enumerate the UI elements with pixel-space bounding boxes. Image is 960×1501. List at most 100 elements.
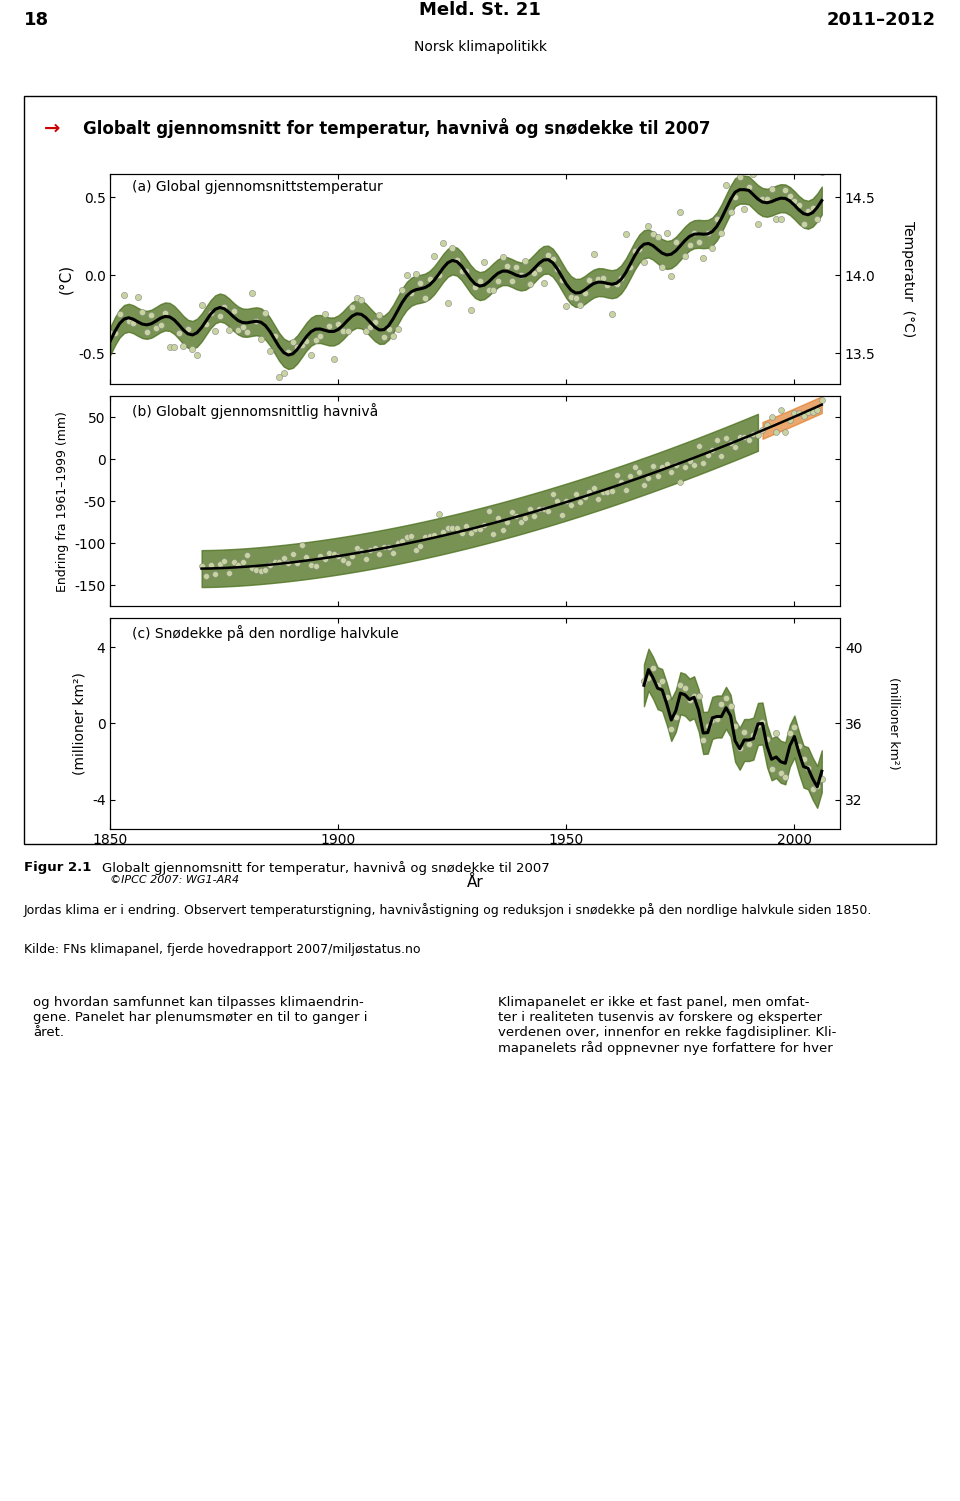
Point <box>272 551 287 575</box>
Point <box>618 479 634 503</box>
Point <box>395 530 410 554</box>
Point <box>353 539 369 563</box>
Point <box>590 486 606 510</box>
Point <box>686 453 702 477</box>
Text: Kilde: FNs klimapanel, fjerde hovedrapport 2007/miljøstatus.no: Kilde: FNs klimapanel, fjerde hovedrappo… <box>24 944 420 956</box>
Point <box>253 558 269 582</box>
Point <box>632 459 647 483</box>
Point <box>207 320 223 344</box>
Text: Globalt gjennomsnitt for temperatur, havnivå og snødekke til 2007: Globalt gjennomsnitt for temperatur, hav… <box>84 119 710 138</box>
Point <box>212 551 228 575</box>
Text: (a) Global gjennomsnittstemperatur: (a) Global gjennomsnittstemperatur <box>132 180 383 195</box>
Point <box>235 315 251 339</box>
Point <box>714 692 730 716</box>
Point <box>204 302 219 326</box>
Point <box>441 291 456 315</box>
Text: Klimapanelet er ikke et fast panel, men omfat-
ter i realiteten tusenvis av fors: Klimapanelet er ikke et fast panel, men … <box>498 997 836 1055</box>
Point <box>723 695 738 719</box>
Point <box>431 501 446 525</box>
Point <box>422 267 438 291</box>
Point <box>504 500 519 524</box>
Point <box>791 734 806 758</box>
Point <box>613 470 629 494</box>
Point <box>444 236 460 260</box>
Point <box>317 548 332 572</box>
Point <box>587 476 602 500</box>
Point <box>258 558 274 582</box>
Point <box>390 531 405 555</box>
Point <box>755 710 770 734</box>
Point <box>486 522 501 546</box>
Point <box>299 545 314 569</box>
Point <box>495 245 511 269</box>
Point <box>627 455 642 479</box>
Point <box>326 542 342 566</box>
Point <box>353 288 369 312</box>
Point <box>682 687 697 711</box>
Point <box>545 246 561 270</box>
Point <box>340 320 355 344</box>
Point <box>522 272 538 296</box>
Point <box>222 318 237 342</box>
Point <box>436 521 451 545</box>
Point <box>444 516 460 540</box>
Point <box>650 672 665 696</box>
Point <box>504 269 519 293</box>
Point <box>476 513 492 537</box>
Point <box>345 294 360 318</box>
Point <box>472 518 488 542</box>
Point <box>230 318 246 342</box>
Point <box>577 485 592 509</box>
Point <box>217 549 232 573</box>
Point <box>728 714 743 738</box>
Point <box>691 684 707 708</box>
Point <box>755 188 770 212</box>
Point <box>171 321 186 345</box>
Point <box>194 554 209 578</box>
Point <box>663 459 679 483</box>
Point <box>595 266 611 290</box>
Point <box>663 264 679 288</box>
Point <box>108 321 123 345</box>
Point <box>189 342 204 366</box>
Point <box>678 455 693 479</box>
Point <box>481 278 496 302</box>
Point <box>449 516 465 540</box>
Point <box>773 207 788 231</box>
Point <box>276 362 292 386</box>
Point <box>199 563 214 587</box>
Point <box>226 549 241 573</box>
Point <box>809 207 825 231</box>
Point <box>317 302 332 326</box>
Y-axis label: Temperatur  (°C): Temperatur (°C) <box>900 221 915 338</box>
Point <box>495 518 511 542</box>
Point <box>782 408 798 432</box>
Point <box>568 482 584 506</box>
Point <box>778 766 793 790</box>
Text: Jordas klima er i endring. Observert temperaturstigning, havnivåstigning og redu: Jordas klima er i endring. Observert tem… <box>24 902 873 917</box>
Point <box>381 534 396 558</box>
Point <box>308 554 324 578</box>
Point <box>312 543 327 567</box>
Point <box>673 200 688 224</box>
Point <box>605 479 620 503</box>
Point <box>728 185 743 209</box>
Point <box>408 537 423 561</box>
Point <box>736 720 752 744</box>
Y-axis label: (millioner km²): (millioner km²) <box>887 677 900 770</box>
Point <box>331 312 347 336</box>
Point <box>517 506 533 530</box>
Point <box>668 230 684 254</box>
Point <box>376 326 392 350</box>
Point <box>805 197 821 221</box>
Point <box>399 263 415 287</box>
Point <box>568 287 584 311</box>
Point <box>796 404 811 428</box>
Point <box>536 497 551 521</box>
Text: År: År <box>467 875 484 890</box>
Point <box>700 443 715 467</box>
Point <box>249 309 264 333</box>
Point <box>796 747 811 772</box>
Point <box>527 261 542 285</box>
Point <box>468 276 483 300</box>
